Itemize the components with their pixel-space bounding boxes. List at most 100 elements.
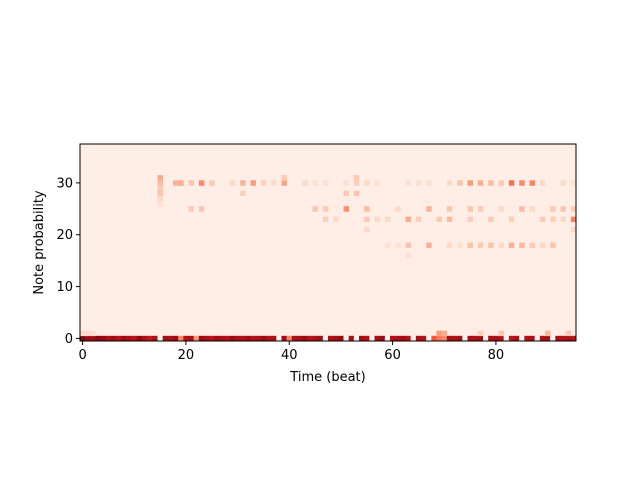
heatmap-cell <box>446 180 453 186</box>
heatmap-cell-rest <box>446 335 453 342</box>
heatmap-cell <box>322 216 329 223</box>
heatmap-cell-rest <box>183 335 189 342</box>
heatmap-cell <box>240 190 246 197</box>
heatmap-cell-rest <box>379 335 386 342</box>
heatmap-cell <box>467 206 473 212</box>
heatmap-cell <box>364 206 370 212</box>
heatmap-cell <box>508 216 515 223</box>
heatmap-cell-rest <box>369 335 375 342</box>
heatmap-cell-rest <box>229 335 236 342</box>
heatmap-cell <box>405 252 411 259</box>
heatmap-cell-rest <box>410 335 417 342</box>
heatmap-cell-rest <box>204 335 210 342</box>
y-axis-ticks: 0 10 20 30 <box>56 176 80 347</box>
heatmap-cell-rest <box>498 335 504 342</box>
heatmap-cell-rest <box>276 335 282 342</box>
heatmap-cell <box>436 216 442 223</box>
heatmap-cell <box>498 206 504 212</box>
heatmap-cell-rest <box>431 335 437 342</box>
heatmap-cell-rest <box>519 335 525 342</box>
heatmap-cell-rest <box>152 335 158 342</box>
heatmap-cell <box>322 180 329 186</box>
heatmap-cell-rest <box>488 335 494 342</box>
heatmap-cell-rest <box>472 335 479 342</box>
heatmap-cell-rest <box>555 335 561 342</box>
heatmap-cell-rest <box>322 335 329 342</box>
heatmap-cell-rest <box>255 335 262 342</box>
heatmap-cell-rest <box>503 335 510 342</box>
heatmap-cell-rest <box>250 335 256 342</box>
heatmap-cell <box>260 180 267 186</box>
heatmap-cell <box>322 206 329 212</box>
heatmap-cell-rest <box>302 335 308 342</box>
heatmap-cell-rest <box>421 335 427 342</box>
heatmap-cell-rest <box>333 335 339 342</box>
heatmap-cell-rest <box>85 335 91 342</box>
heatmap-cell <box>157 190 163 197</box>
heatmap-cell <box>477 180 484 186</box>
heatmap-cell-rest <box>441 335 448 342</box>
heatmap-cell-rest <box>281 335 287 342</box>
x-tick-label: 40 <box>281 348 298 363</box>
heatmap-cell-rest <box>111 335 117 342</box>
heatmap-cell <box>188 180 194 186</box>
heatmap-cell-rest <box>529 335 535 342</box>
heatmap-cell-rest <box>524 335 530 342</box>
heatmap-cell <box>157 180 163 186</box>
heatmap-cell <box>198 180 205 186</box>
heatmap-cell <box>333 216 339 223</box>
heatmap-cell-rest <box>105 335 112 342</box>
heatmap-cell <box>173 180 179 186</box>
heatmap-cell <box>405 216 411 223</box>
heatmap-cell-rest <box>173 335 179 342</box>
heatmap-cell <box>281 180 287 186</box>
heatmap-cell <box>343 180 349 186</box>
heatmap-cell <box>85 330 91 337</box>
heatmap-cell-rest <box>286 335 293 342</box>
heatmap-cell <box>426 242 432 248</box>
heatmap-cell <box>498 330 504 337</box>
heatmap-cell-rest <box>477 335 484 342</box>
y-axis-label: Note probability <box>32 190 47 295</box>
x-axis-ticks: 0 20 40 60 80 <box>78 341 504 363</box>
heatmap-cell-rest <box>235 335 241 342</box>
heatmap-cell-rest <box>188 335 194 342</box>
heatmap-cell <box>395 242 401 248</box>
heatmap-cell-rest <box>426 335 432 342</box>
heatmap-cell-rest <box>193 335 200 342</box>
heatmap-cell <box>384 216 391 223</box>
heatmap-cell <box>353 190 360 197</box>
heatmap-cell <box>539 216 546 223</box>
heatmap-cell <box>353 180 360 186</box>
heatmap-cell <box>519 242 525 248</box>
heatmap-cell <box>343 190 349 197</box>
heatmap-cell <box>405 242 411 248</box>
heatmap-cell-rest <box>550 335 556 342</box>
heatmap-cell <box>436 330 442 337</box>
heatmap-cell <box>467 216 473 223</box>
heatmap-cell <box>565 330 572 337</box>
heatmap-cell <box>477 242 484 248</box>
heatmap-cell <box>467 180 473 186</box>
heatmap-cell-rest <box>90 335 96 342</box>
heatmap-cell-rest <box>400 335 406 342</box>
heatmap-cell-rest <box>147 335 153 342</box>
heatmap-cell-rest <box>514 335 520 342</box>
heatmap-cell-rest <box>240 335 246 342</box>
heatmap-cell-rest <box>462 335 468 342</box>
heatmap-cell-rest <box>224 335 231 342</box>
heatmap-cell <box>90 330 96 337</box>
heatmap-cell <box>250 180 256 186</box>
heatmap-cell <box>188 206 194 212</box>
heatmap-cell <box>508 180 515 186</box>
heatmap-cell-rest <box>390 335 396 342</box>
heatmap-cell <box>415 180 422 186</box>
heatmap-cell <box>441 330 448 337</box>
heatmap-cell-rest <box>260 335 267 342</box>
heatmap-cell <box>488 180 494 186</box>
heatmap-cell-rest <box>178 335 184 342</box>
heatmap-cell <box>488 216 494 223</box>
heatmap-cell <box>529 206 535 212</box>
y-tick-label: 30 <box>56 176 73 191</box>
heatmap-cell-rest <box>395 335 401 342</box>
